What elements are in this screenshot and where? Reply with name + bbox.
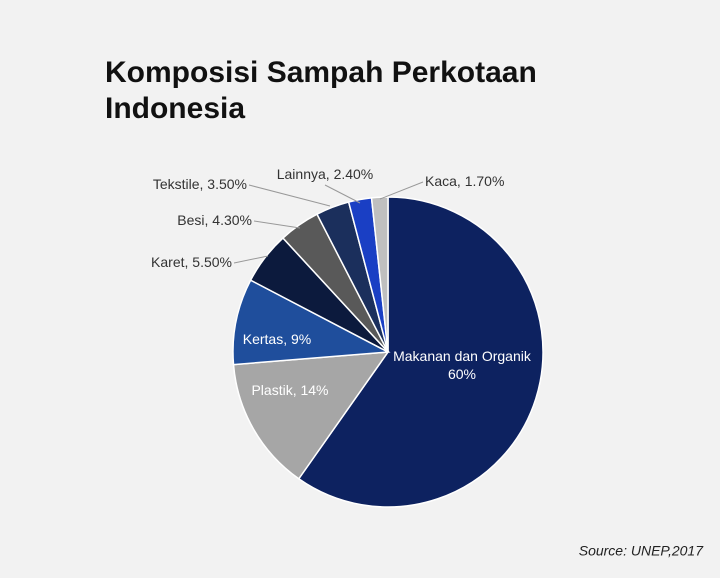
pie-slice	[232, 279, 391, 366]
category-label: Karet	[151, 254, 185, 270]
source: Source: UNEP,2017	[579, 543, 704, 559]
value-label: 2.40%	[334, 166, 374, 182]
data-label: Kertas, 9%	[243, 331, 311, 347]
leader-line	[233, 255, 269, 264]
category-label: Kaca	[425, 173, 457, 189]
value-label: 9%	[291, 331, 311, 347]
category-label: Lainnya	[277, 166, 326, 182]
pie-slice	[370, 196, 389, 353]
separator: ,	[205, 212, 213, 228]
data-label: Kaca, 1.70%	[425, 173, 504, 189]
leader-line	[248, 184, 331, 207]
data-label: Lainnya, 2.40%	[277, 166, 374, 182]
separator: ,	[283, 331, 291, 347]
value-label: 60%	[448, 366, 476, 382]
value-label: 3.50%	[207, 176, 247, 192]
value-label: 1.70%	[465, 173, 505, 189]
chart-title: Komposisi Sampah Perkotaan	[105, 56, 537, 89]
category-label: Makanan dan Organik	[393, 348, 532, 364]
leader-line	[324, 184, 361, 204]
chart-title: Indonesia	[105, 92, 245, 125]
separator: ,	[457, 173, 465, 189]
leader-line	[379, 181, 424, 200]
separator: ,	[185, 254, 193, 270]
separator: ,	[326, 166, 334, 182]
category-label: Besi	[177, 212, 204, 228]
value-label: 5.50%	[192, 254, 232, 270]
pie-slice	[297, 196, 544, 508]
pie-slice	[232, 351, 390, 480]
data-label: Plastik, 14%	[251, 382, 328, 398]
leader-line	[253, 220, 301, 229]
category-label: Plastik	[251, 382, 293, 398]
data-label: Karet, 5.50%	[151, 254, 232, 270]
category-label: Tekstile	[153, 176, 200, 192]
data-label: Makanan dan Organik 60%	[393, 348, 532, 382]
data-label: Tekstile, 3.50%	[153, 176, 247, 192]
separator: ,	[293, 382, 301, 398]
separator: ,	[200, 176, 208, 192]
value-label: 14%	[300, 382, 328, 398]
category-label: Kertas	[243, 331, 283, 347]
value-label: 4.30%	[212, 212, 252, 228]
data-label: Besi, 4.30%	[177, 212, 252, 228]
